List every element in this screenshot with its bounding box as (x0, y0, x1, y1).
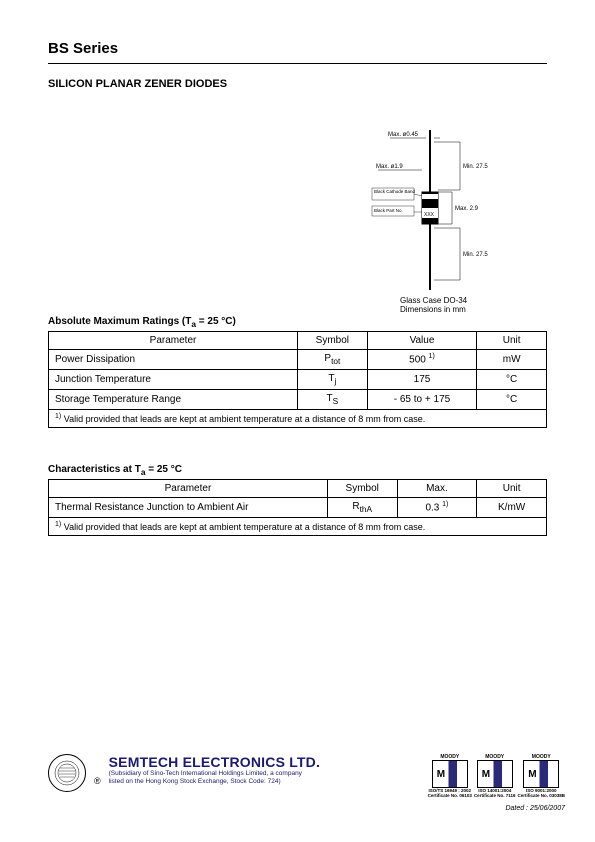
registered-mark: ® (94, 776, 101, 786)
char-table: Parameter Symbol Max. Unit Thermal Resis… (48, 479, 547, 536)
dim-cathode: Black Cathode Band (374, 189, 416, 194)
cert-badge: MOODY ISO/TS 16949 : 2002Certificate No.… (428, 754, 472, 799)
certification-badges: MOODY ISO/TS 16949 : 2002Certificate No.… (428, 754, 565, 799)
company-sub2: listed on the Hong Kong Stock Exchange, … (109, 778, 420, 786)
col-parameter: Parameter (49, 332, 298, 350)
col-max: Max. (397, 480, 477, 498)
abs-max-title: Absolute Maximum Ratings (Ta = 25 °C) (48, 316, 547, 329)
col-unit: Unit (477, 332, 547, 350)
company-logo-icon (48, 754, 86, 792)
dim-body-dia: Max. ø1.9 (376, 164, 403, 170)
dim-body-len: Max. 2.9 (455, 206, 479, 212)
diagram-caption: Glass Case DO-34 Dimensions in mm (400, 296, 520, 314)
table-footnote-row: 1) Valid provided that leads are kept at… (49, 410, 547, 428)
company-info: SEMTECH ELECTRONICS LTD. (Subsidiary of … (109, 754, 420, 786)
col-value: Value (367, 332, 477, 350)
do34-diagram-svg: XXX Max. ø0.45 Min. 27.5 Max. ø1.9 Black… (340, 130, 520, 290)
table-header-row: Parameter Symbol Value Unit (49, 332, 547, 350)
cert-badge: MOODY ISO 9001:2000Certificate No. 03038… (517, 754, 565, 799)
date-line: Dated : 25/06/2007 (48, 805, 565, 812)
dim-partno: Black Part No. (374, 208, 403, 213)
company-sub1: (Subsidiary of Sino-Tech International H… (109, 770, 420, 778)
char-title: Characteristics at Ta = 25 °C (48, 464, 547, 477)
table-row: Junction Temperature Tj 175 °C (49, 370, 547, 390)
cert-logo-icon (477, 760, 513, 788)
cert-logo-icon (432, 760, 468, 788)
cert-logo-icon (523, 760, 559, 788)
table-row: Power Dissipation Ptot 500 1) mW (49, 350, 547, 370)
col-unit: Unit (477, 480, 547, 498)
series-title: BS Series (48, 40, 547, 57)
company-name: SEMTECH ELECTRONICS LTD. (109, 754, 420, 770)
page-subtitle: SILICON PLANAR ZENER DIODES (48, 78, 547, 90)
table-header-row: Parameter Symbol Max. Unit (49, 480, 547, 498)
table-footnote-row: 1) Valid provided that leads are kept at… (49, 518, 547, 536)
diagram-xxx: XXX (424, 212, 435, 218)
table-row: Storage Temperature Range TS - 65 to + 1… (49, 390, 547, 410)
col-symbol: Symbol (298, 332, 368, 350)
divider (48, 63, 547, 64)
col-symbol: Symbol (327, 480, 397, 498)
table-row: Thermal Resistance Junction to Ambient A… (49, 498, 547, 518)
col-parameter: Parameter (49, 480, 328, 498)
page-footer: ® SEMTECH ELECTRONICS LTD. (Subsidiary o… (48, 754, 565, 812)
dim-lead-bot: Min. 27.5 (463, 252, 488, 258)
package-diagram: XXX Max. ø0.45 Min. 27.5 Max. ø1.9 Black… (340, 130, 520, 314)
abs-max-block: Absolute Maximum Ratings (Ta = 25 °C) Pa… (48, 316, 547, 428)
dim-lead-top: Min. 27.5 (463, 164, 488, 170)
characteristics-block: Characteristics at Ta = 25 °C Parameter … (48, 464, 547, 536)
abs-max-table: Parameter Symbol Value Unit Power Dissip… (48, 331, 547, 428)
cert-badge: MOODY ISO 14001:2004Certificate No. 7116 (474, 754, 516, 799)
dim-top-dia: Max. ø0.45 (388, 132, 419, 138)
